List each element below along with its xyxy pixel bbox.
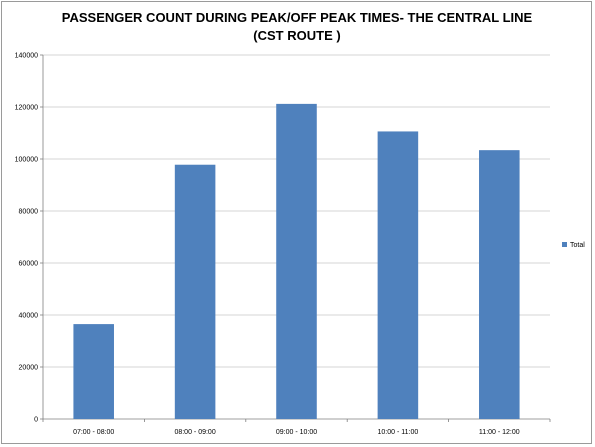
legend-swatch-total [562, 242, 567, 247]
x-category-label: 10:00 - 11:00 [378, 429, 419, 436]
chart-title-line-1: PASSENGER COUNT DURING PEAK/OFF PEAK TIM… [62, 10, 533, 25]
x-category-label: 07:00 - 08:00 [73, 429, 114, 436]
x-category-label: 08:00 - 09:00 [174, 429, 215, 436]
y-tick-label: 20000 [19, 365, 39, 372]
bar-1 [73, 324, 114, 419]
y-tick-label: 120000 [15, 105, 38, 112]
bar-4 [377, 131, 419, 419]
chart-title-line-2: (CST ROUTE ) [253, 28, 340, 43]
legend: Total [562, 242, 585, 249]
x-axis-category-labels: 07:00 - 08:00 08:00 - 09:00 09:00 - 10:00 1… [73, 429, 520, 436]
bar-3 [276, 103, 317, 419]
y-tick-label: 80000 [19, 209, 39, 216]
y-tick-label: 140000 [15, 53, 38, 60]
y-tick-label: 100000 [15, 157, 38, 164]
y-tick-label: 40000 [19, 313, 39, 320]
bar-2 [174, 164, 216, 419]
bar-5 [479, 150, 520, 419]
y-tick-label: 60000 [19, 261, 39, 268]
y-axis-tick-labels: 0 20000 40000 60000 80000 100000 120000 140000 [15, 53, 38, 424]
legend-label-total: Total [570, 242, 585, 249]
x-category-label: 09:00 - 10:00 [276, 429, 317, 436]
x-category-label: 11:00 - 12:00 [479, 429, 520, 436]
bars [73, 103, 520, 419]
y-tick-label: 0 [34, 417, 38, 424]
